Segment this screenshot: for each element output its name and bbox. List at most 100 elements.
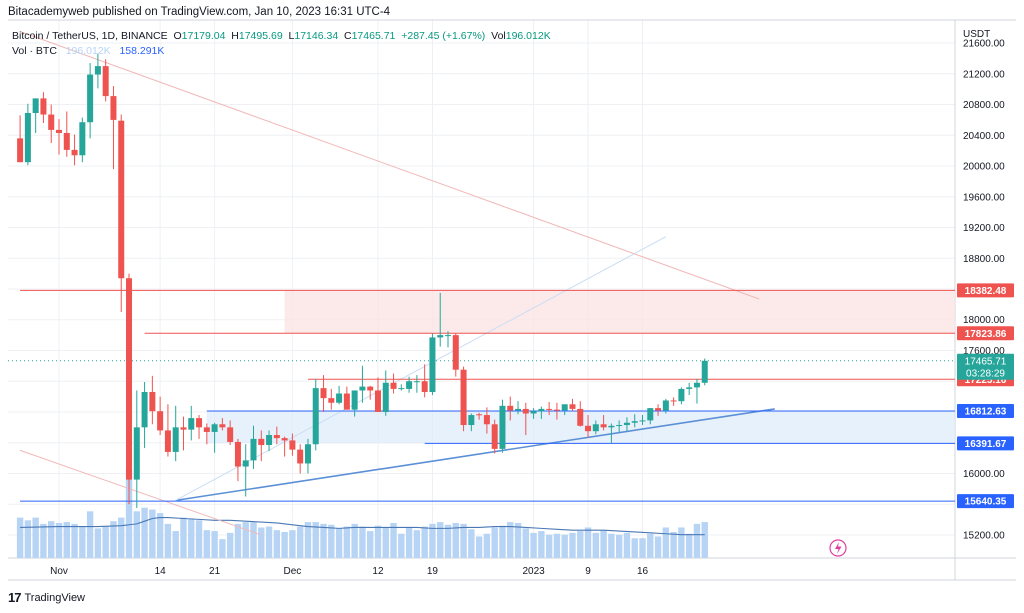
- grid-lines: [8, 19, 1016, 581]
- volume-bar: [258, 527, 265, 558]
- last-price-tag-text: 17465.71: [965, 356, 1007, 367]
- candle-body: [297, 449, 304, 464]
- candle-body: [289, 440, 296, 450]
- change-value: +287.45 (+1.67%): [401, 30, 486, 42]
- candle-body: [242, 460, 249, 467]
- candle-body: [491, 424, 498, 449]
- volume-bar: [522, 528, 529, 558]
- time-tick-label: Nov: [50, 566, 68, 577]
- price-tick-label: 21600.00: [963, 39, 1005, 50]
- price-tick-label: 21200.00: [963, 69, 1005, 80]
- ohlc-legend-line: Bitcoin / TetherUS, 1D, BINANCE O17179.0…: [12, 29, 551, 44]
- volume-bar: [24, 520, 32, 558]
- volume-bar: [693, 523, 701, 558]
- candle-body: [367, 386, 374, 391]
- candle-body: [273, 435, 280, 439]
- candle-body: [577, 408, 584, 426]
- candle-body: [172, 427, 179, 452]
- level-price-tag-text: 17823.86: [965, 329, 1007, 340]
- volume-bar: [156, 513, 164, 558]
- volume-bar: [483, 533, 491, 558]
- volume-bars: [16, 470, 708, 558]
- volume-bar: [110, 521, 117, 558]
- candle-body: [336, 393, 343, 403]
- volume-bar: [429, 523, 436, 558]
- time-axis: Nov 14 21 Dec 12 19 2023 9 16: [50, 566, 648, 577]
- candle-body: [79, 122, 86, 156]
- level-price-tag: [957, 494, 1014, 509]
- volume-bar: [359, 526, 366, 558]
- alert-icon[interactable]: [829, 539, 847, 557]
- trendline: [19, 31, 760, 300]
- candle-body: [94, 66, 101, 75]
- candle-body: [592, 424, 599, 432]
- volume-bar: [250, 522, 257, 558]
- volume-bar: [71, 523, 78, 558]
- volume-bar: [475, 536, 483, 558]
- candle-body: [304, 444, 311, 464]
- price-tick-label: 19600.00: [963, 192, 1005, 203]
- candle-body: [569, 404, 576, 409]
- candle-body: [328, 398, 335, 403]
- candle-body: [71, 149, 78, 156]
- candle-body: [343, 393, 350, 410]
- level-price-tag-text: 16812.63: [965, 407, 1007, 418]
- candle-body: [87, 74, 94, 123]
- volume-bar: [32, 517, 39, 558]
- candle-body: [374, 390, 381, 412]
- volume-bar: [125, 470, 133, 558]
- candle-body: [32, 98, 39, 113]
- volume-bar: [265, 526, 273, 558]
- publish-caption: Bitacademyweb published on TradingView.c…: [8, 6, 391, 18]
- candle-body: [647, 408, 654, 421]
- candle-body: [553, 409, 560, 411]
- level-price-tag-text: 15640.35: [965, 497, 1007, 508]
- last-price-tag: [957, 353, 1014, 380]
- candle-body: [561, 404, 568, 411]
- volume-ma-line: [20, 517, 705, 536]
- volume-bar: [405, 527, 413, 558]
- trendline: [19, 449, 262, 536]
- price-tick-label: 19200.00: [963, 223, 1005, 234]
- candle-body: [196, 418, 203, 428]
- volume-bar: [281, 531, 288, 558]
- price-tick-label: 20400.00: [963, 131, 1005, 142]
- volume-bar: [86, 511, 94, 558]
- price-labels: 18382.48 17823.86 17225.16 16812.63 16391.67…: [957, 283, 1014, 509]
- currency-label: USDT: [963, 29, 991, 40]
- time-tick-label: 14: [155, 566, 167, 577]
- volume-bar: [538, 531, 545, 558]
- candle-body: [24, 112, 31, 163]
- candle-body: [141, 391, 148, 428]
- volume-bar: [390, 522, 397, 558]
- volume-bar: [460, 523, 467, 558]
- candle-body: [693, 382, 700, 388]
- close-value: 17465.71: [351, 30, 396, 42]
- candle-body: [164, 430, 171, 452]
- volume-label: Vol: [491, 30, 506, 42]
- candle-body: [250, 438, 257, 461]
- candle-body: [662, 400, 669, 411]
- candle-body: [639, 420, 646, 422]
- candle-body: [227, 427, 234, 442]
- open-label: O: [173, 30, 182, 42]
- volume-bar: [545, 534, 553, 558]
- time-tick-label: 21: [209, 566, 221, 577]
- volume-bar: [608, 533, 615, 558]
- candle-body: [188, 418, 195, 430]
- volume-ma-value: 158.291K: [119, 45, 165, 57]
- high-label: H: [231, 30, 239, 42]
- candle-body: [623, 422, 630, 426]
- volume-bar: [48, 521, 55, 558]
- volume-bar: [561, 534, 568, 558]
- volume-bar: [685, 533, 693, 558]
- candle-body: [17, 138, 24, 163]
- candle-body: [631, 421, 638, 423]
- volume-bar: [514, 522, 522, 558]
- volume-bar: [662, 527, 670, 558]
- candle-body: [546, 408, 553, 410]
- candle-body: [468, 415, 475, 426]
- volume-bar: [180, 517, 187, 558]
- price-tick-label: 18800.00: [963, 254, 1005, 265]
